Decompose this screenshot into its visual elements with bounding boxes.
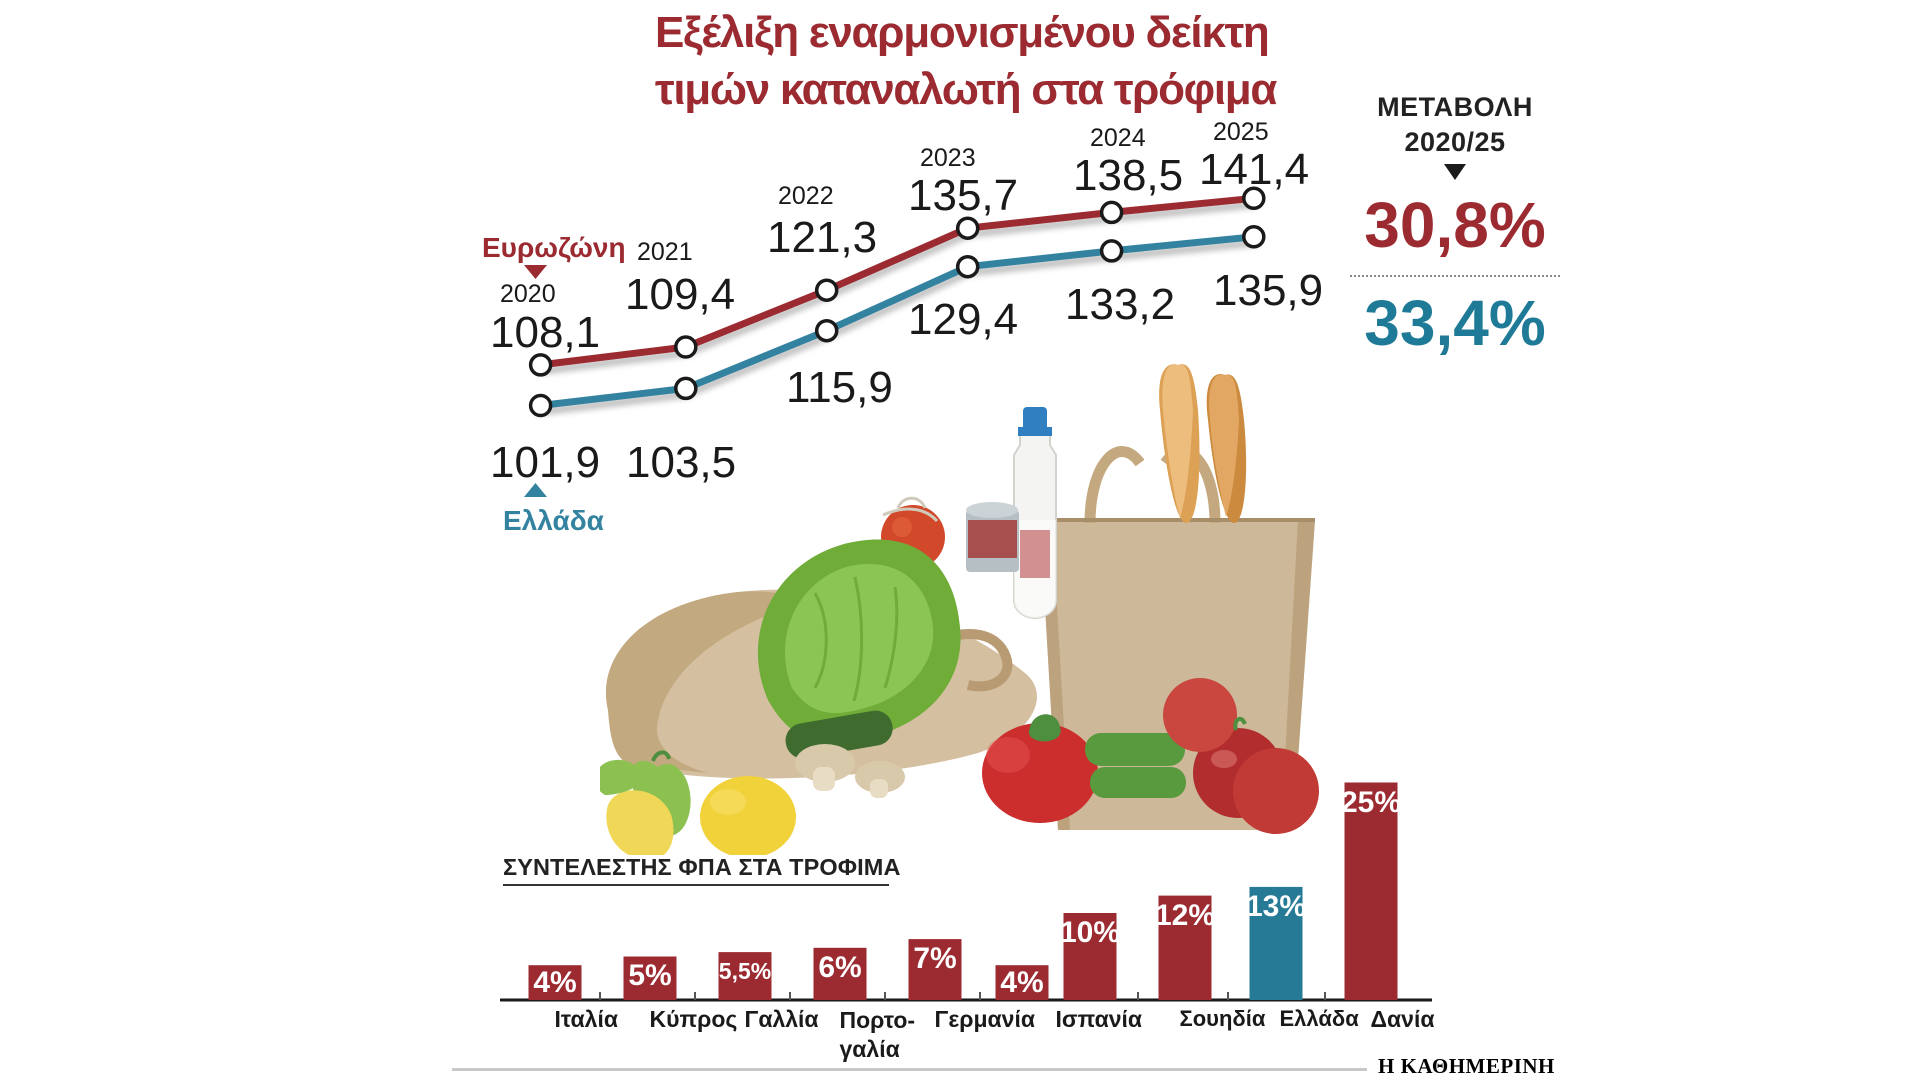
svg-text:4%: 4% bbox=[1000, 966, 1043, 999]
svg-text:10%: 10% bbox=[1060, 916, 1120, 949]
svg-text:5,5%: 5,5% bbox=[719, 958, 771, 984]
svg-text:5%: 5% bbox=[628, 959, 671, 992]
svg-text:13%: 13% bbox=[1246, 890, 1306, 923]
svg-text:12%: 12% bbox=[1155, 899, 1215, 932]
svg-text:4%: 4% bbox=[533, 966, 576, 999]
svg-text:6%: 6% bbox=[818, 951, 861, 984]
svg-text:25%: 25% bbox=[1341, 786, 1401, 819]
svg-text:7%: 7% bbox=[913, 942, 956, 975]
